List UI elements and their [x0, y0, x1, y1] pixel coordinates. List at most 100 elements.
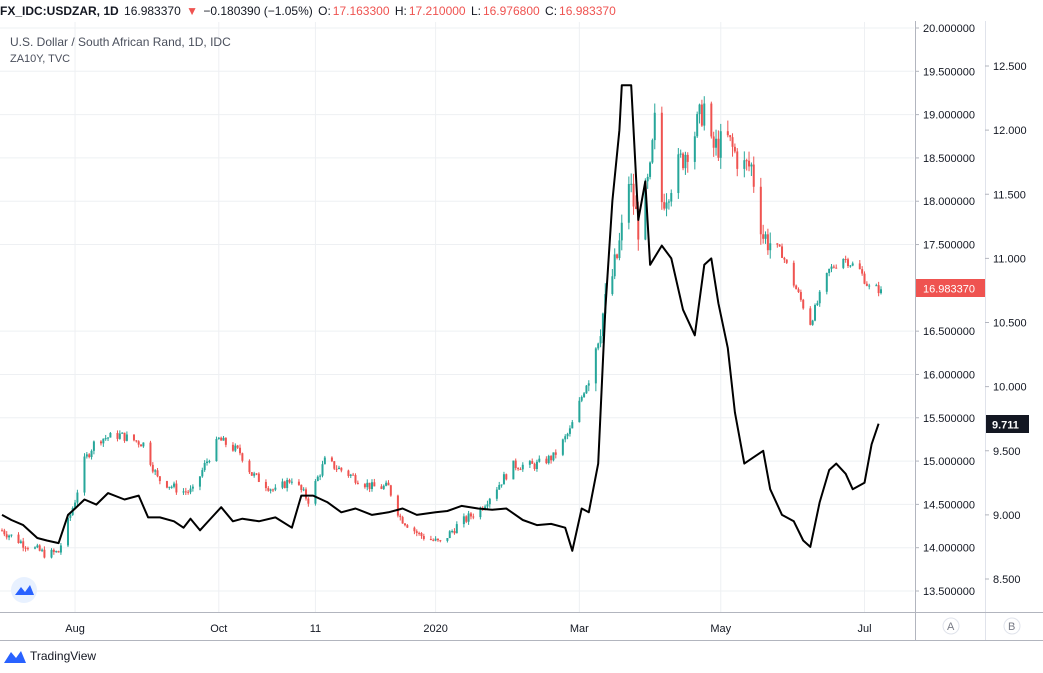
candle-body — [290, 481, 293, 483]
symbol-title[interactable]: FX_IDC:USDZAR, 1D — [0, 4, 119, 18]
candle-body — [875, 285, 878, 287]
candle-body — [158, 476, 161, 482]
candle-body — [154, 470, 157, 472]
candle-body — [811, 320, 814, 325]
axis-a-tick-label: 14.500000 — [923, 499, 975, 511]
candle-body — [352, 474, 355, 476]
candle-body — [74, 502, 77, 508]
axis-b-tick-label: 11.000 — [993, 253, 1026, 265]
candle-body — [580, 397, 583, 401]
candle-body — [239, 447, 242, 454]
candle-body — [769, 243, 772, 251]
candle-body — [184, 491, 187, 493]
candle-body — [778, 244, 781, 247]
candle-body — [750, 164, 753, 167]
candle-body — [743, 160, 746, 169]
axis-a-tick-label: 15.000000 — [923, 456, 975, 468]
candle-body — [215, 438, 218, 462]
candle-body — [488, 498, 491, 505]
down-arrow-icon: ▼ — [186, 4, 198, 18]
axis-a-tick-label: 19.500000 — [923, 66, 975, 78]
candle-body — [319, 475, 322, 477]
price-axis-a[interactable]: 20.000000 19.500000 19.000000 18.500000 18.0… — [915, 23, 975, 598]
axis-a-tick-label: 14.000000 — [923, 543, 975, 555]
candle-body — [370, 482, 373, 489]
candle-body — [568, 428, 571, 434]
candle-body — [712, 136, 715, 148]
candle-body — [41, 549, 44, 551]
axis-b-button[interactable] — [1003, 617, 1021, 635]
candle-body — [168, 486, 171, 488]
candle-body — [363, 484, 366, 488]
candle-body — [844, 258, 847, 260]
axis-b-tick-label: 9.500 — [993, 446, 1021, 458]
candle-body — [630, 183, 633, 185]
axis-b-tick-label: 9.000 — [993, 510, 1021, 522]
candle-body — [703, 103, 706, 126]
candle-body — [432, 539, 435, 541]
chart-logo-icon[interactable] — [11, 577, 37, 603]
candle-body — [653, 112, 656, 141]
candle-body — [307, 498, 310, 504]
candle-body — [88, 454, 91, 458]
candle-body — [43, 549, 46, 558]
candle-body — [566, 433, 569, 437]
overlay-series-legend[interactable]: ZA10Y, TVC — [10, 53, 70, 65]
candle-body — [33, 547, 36, 549]
candle-body — [125, 434, 128, 441]
time-axis[interactable]: Aug Oct 11 2020 Mar May Jul — [65, 623, 871, 635]
candle-body — [415, 531, 418, 533]
candle-body — [3, 530, 6, 535]
axis-a-tick-label: 15.500000 — [923, 413, 975, 425]
high-value: 17.210000 — [408, 4, 466, 18]
last-price-label-a: 16.983370 — [916, 279, 985, 297]
axis-a-name[interactable]: A — [947, 621, 955, 633]
candle-body — [814, 305, 817, 321]
axis-a-button[interactable] — [942, 617, 960, 635]
candle-body — [552, 452, 555, 461]
candle-body — [368, 482, 371, 489]
candle-body — [802, 299, 805, 309]
candle-body — [8, 535, 11, 538]
candle-body — [99, 441, 102, 444]
candle-body — [335, 468, 338, 470]
tradingview-logo[interactable]: TradingView — [4, 649, 96, 663]
main-series-legend[interactable]: U.S. Dollar / South African Rand, 1D, ID… — [10, 35, 231, 49]
candle-body — [121, 432, 124, 434]
candle-body — [748, 160, 751, 167]
candle-body — [182, 491, 185, 493]
candle-body — [455, 524, 458, 534]
candle-body — [858, 263, 861, 270]
candle-body — [274, 487, 277, 490]
candle-body — [696, 114, 699, 137]
axis-b-name[interactable]: B — [1008, 621, 1015, 633]
candle-body — [173, 483, 176, 487]
candle-body — [333, 461, 336, 469]
candle-body — [321, 464, 324, 476]
candle-body — [797, 289, 800, 293]
candle-body — [135, 440, 138, 442]
candle-body — [248, 460, 251, 473]
candle-body — [451, 531, 454, 533]
time-tick-label: 11 — [310, 623, 321, 635]
candle-body — [816, 303, 819, 306]
candle-body — [224, 437, 227, 445]
candle-body — [646, 176, 649, 182]
low-label: L: — [470, 4, 481, 18]
candle-body — [347, 470, 350, 476]
candle-body — [448, 531, 451, 539]
candle-body — [104, 438, 107, 440]
candle-body — [257, 473, 260, 482]
candle-body — [731, 137, 734, 147]
candle-body — [189, 488, 192, 493]
candle-body — [682, 153, 685, 169]
candle-body — [825, 272, 828, 292]
candle-body — [302, 489, 305, 491]
candle-body — [269, 489, 272, 491]
candle-body — [835, 267, 838, 269]
candle-body — [222, 437, 225, 441]
price-axis-b[interactable]: 12.500 12.000 11.500 11.000 10.500 10.000 9.50… — [985, 61, 1027, 586]
candle-body — [356, 482, 359, 485]
candle-body — [665, 202, 668, 209]
